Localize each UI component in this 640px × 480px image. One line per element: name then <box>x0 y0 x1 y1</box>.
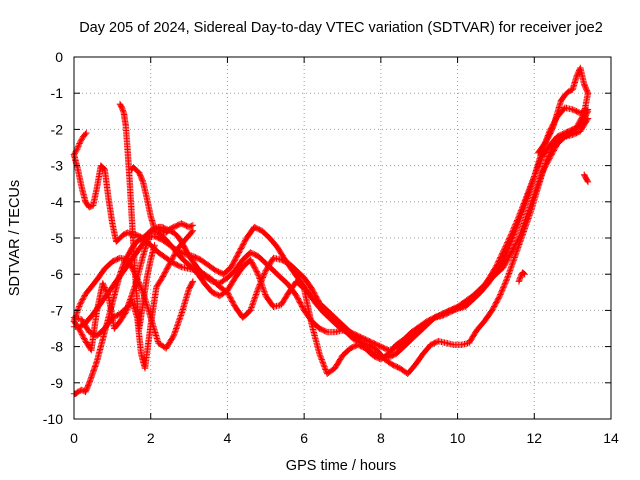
series-G-markers <box>116 100 158 332</box>
y-axis-label: SDTVAR / TECUs <box>7 180 23 296</box>
y-tick-label: -6 <box>51 266 64 282</box>
y-tick-label: 0 <box>55 49 63 65</box>
x-tick-label: 12 <box>526 430 542 446</box>
y-tick-label: -4 <box>51 194 64 210</box>
x-axis-label: GPS time / hours <box>286 458 396 474</box>
series-H-markers <box>128 164 197 236</box>
series-L <box>581 171 592 186</box>
x-tick-label: 6 <box>300 430 308 446</box>
series-J <box>534 64 592 157</box>
axis-ticks: 0 2 4 6 8 10 12 14 0 -1 -2 -3 -4 -5 -6 -7 -8 -9 -10 <box>43 49 619 446</box>
y-tick-label: -9 <box>51 375 64 391</box>
y-tick-label: -3 <box>51 158 64 174</box>
series-K <box>515 269 528 285</box>
series-H <box>128 164 197 236</box>
y-tick-label: -5 <box>51 230 64 246</box>
grid-lines <box>74 57 611 419</box>
y-tick-label: -8 <box>51 339 64 355</box>
x-tick-label: 8 <box>377 430 385 446</box>
series-K-markers <box>515 269 528 285</box>
x-tick-label: 10 <box>450 430 466 446</box>
y-tick-label: -1 <box>51 85 64 101</box>
y-tick-label: -7 <box>51 302 64 318</box>
y-tick-label: -10 <box>43 411 63 427</box>
x-tick-label: 4 <box>224 430 232 446</box>
x-tick-label: 2 <box>147 430 155 446</box>
series-L-markers <box>581 171 592 186</box>
chart-title: Day 205 of 2024, Sidereal Day-to-day VTE… <box>79 20 603 36</box>
series-G <box>116 100 158 332</box>
x-tick-label: 0 <box>70 430 78 446</box>
y-tick-label: -2 <box>51 121 64 137</box>
x-tick-label: 14 <box>603 430 619 446</box>
series-J-markers <box>534 64 592 157</box>
